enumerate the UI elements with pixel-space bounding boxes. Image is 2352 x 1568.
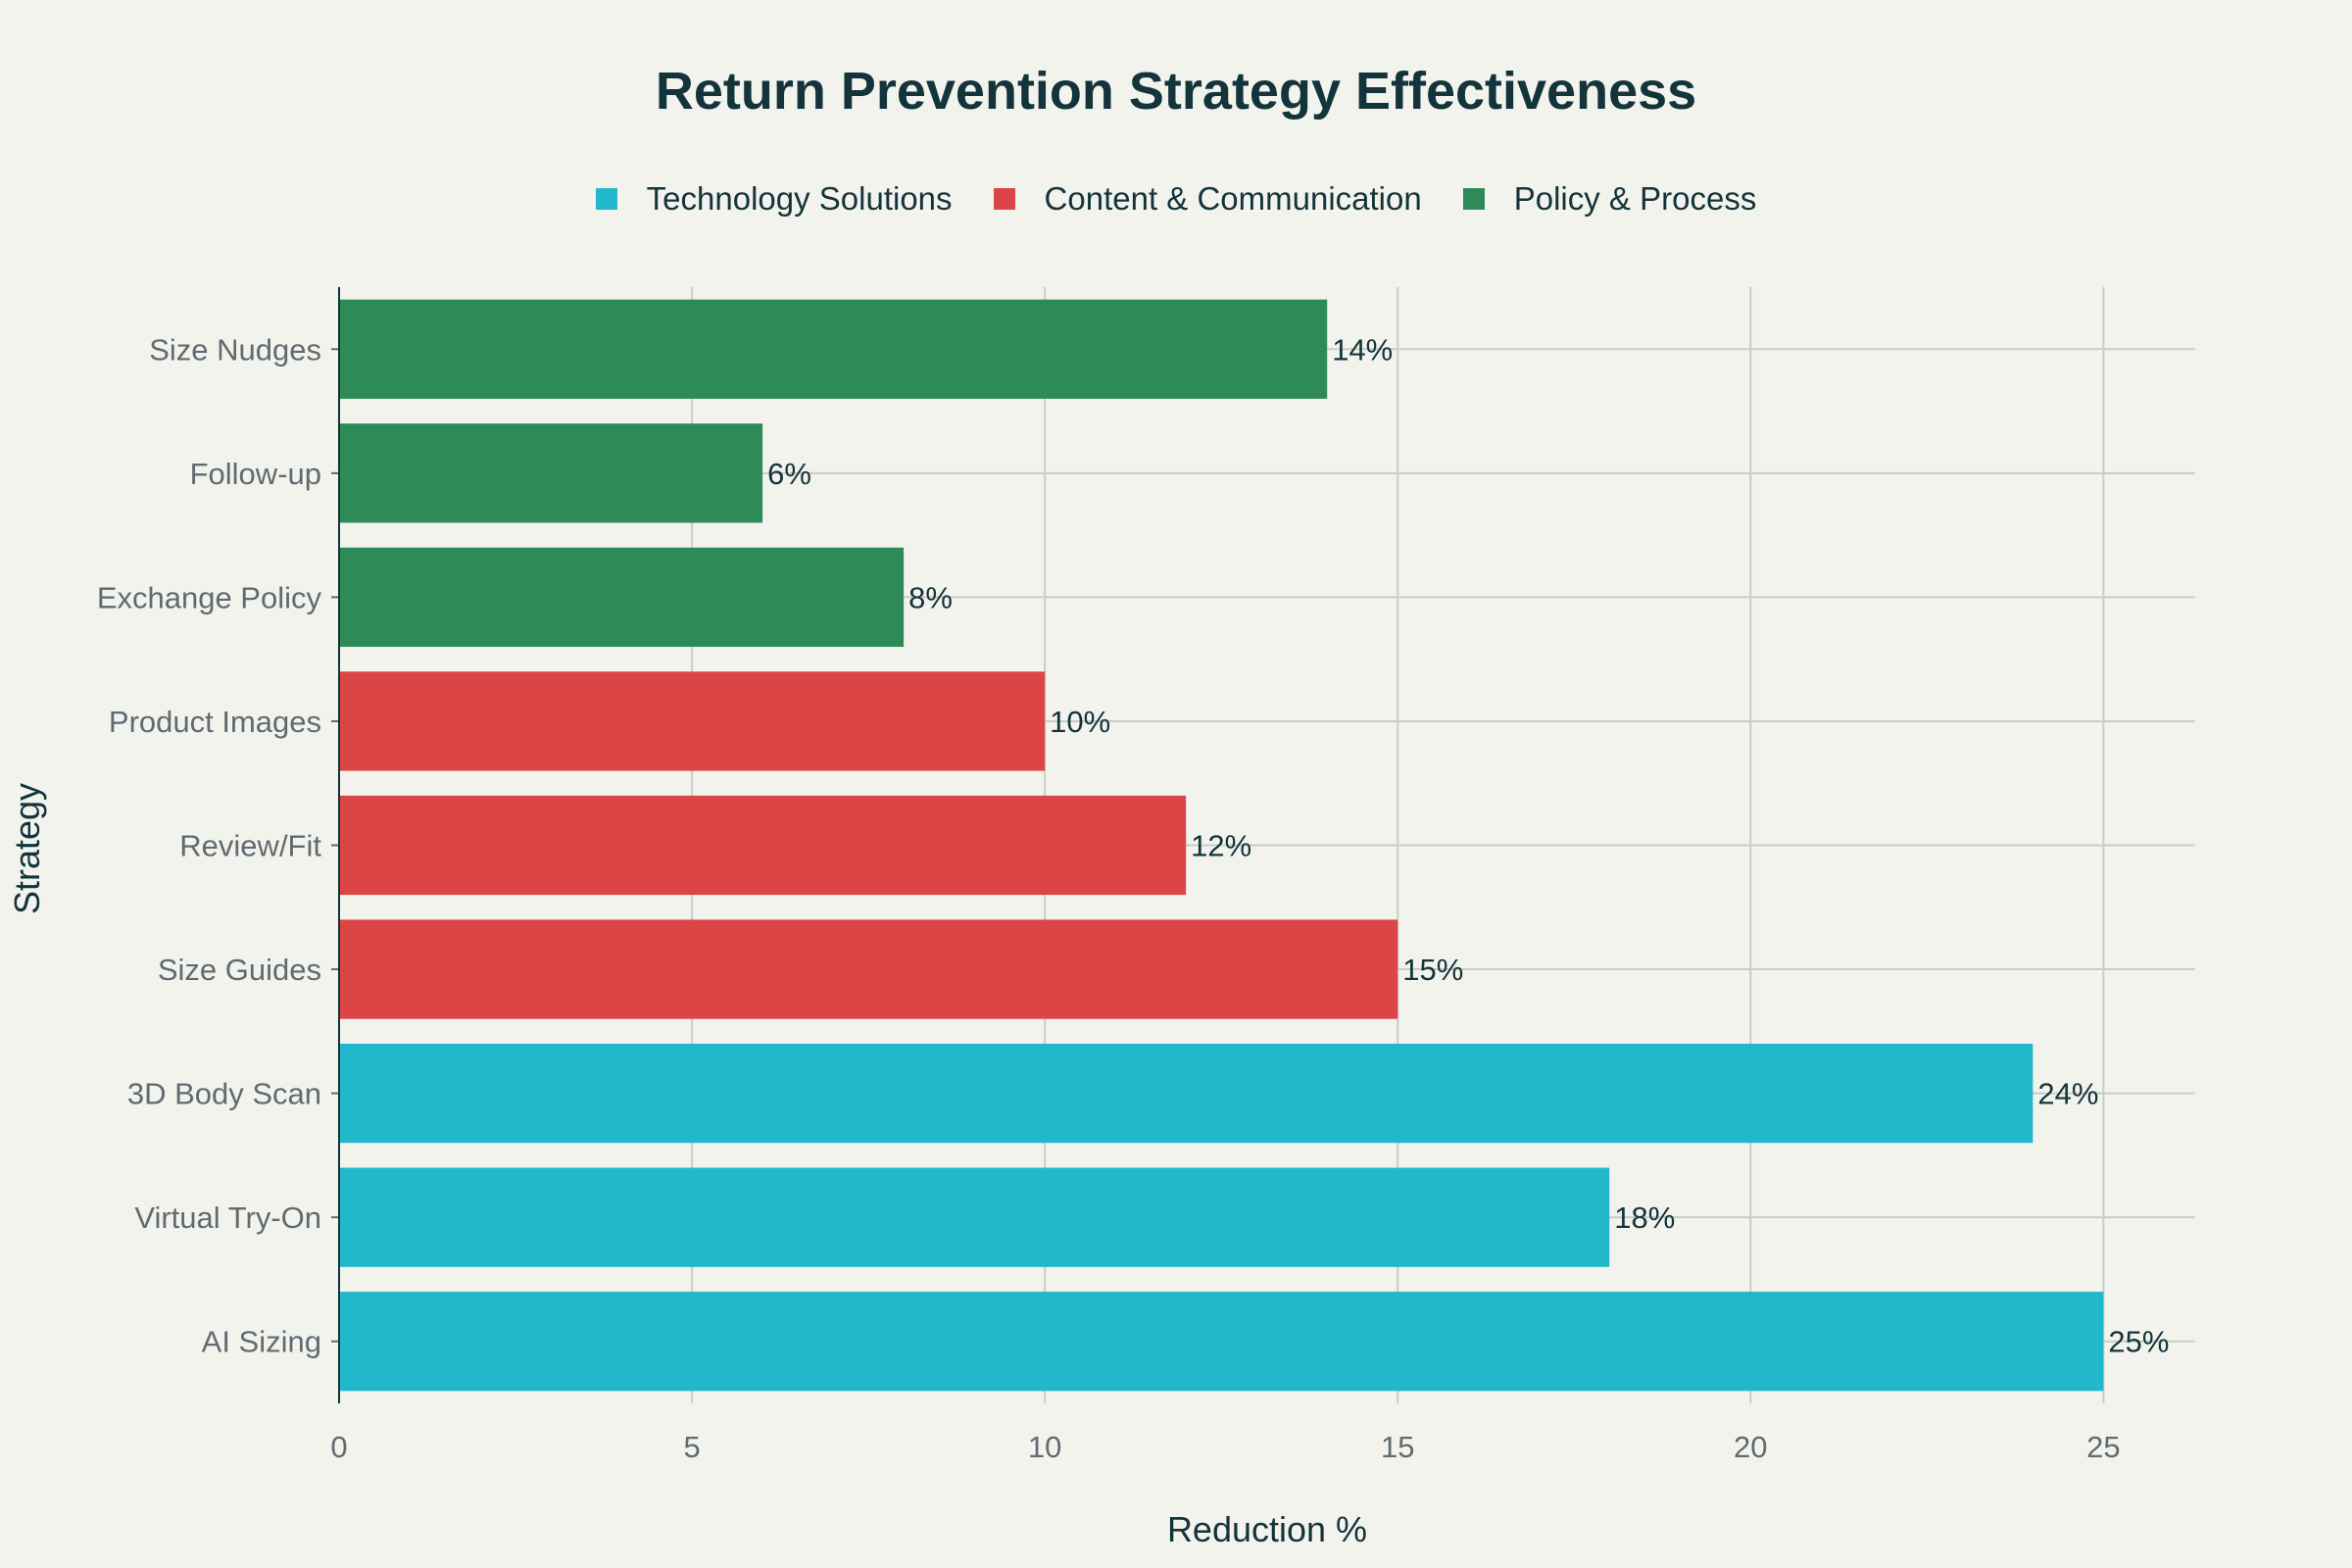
data-label-review-fit: 12%	[1191, 829, 1251, 863]
x-axis-title: Reduction %	[1167, 1509, 1367, 1549]
bar-follow-up[interactable]	[339, 423, 763, 523]
x-tick-label: 25	[2086, 1430, 2120, 1464]
y-tick-label-size-guides: Size Guides	[158, 953, 321, 987]
legend-label-technology: Technology Solutions	[646, 180, 953, 217]
legend-label-policy: Policy & Process	[1513, 180, 1757, 217]
data-label-ai-sizing: 25%	[2108, 1325, 2169, 1359]
legend-item-policy[interactable]: Policy & Process	[1462, 180, 1757, 218]
y-tick-label-follow-up: Follow-up	[190, 457, 321, 491]
data-label-3d-body-scan: 24%	[2037, 1077, 2098, 1111]
y-tick-label-3d-body-scan: 3D Body Scan	[127, 1077, 321, 1111]
bar-product-images[interactable]	[339, 671, 1046, 771]
bar-virtual-try-on[interactable]	[339, 1167, 1610, 1267]
x-tick-label: 0	[330, 1430, 347, 1464]
y-tick-label-exchange-policy: Exchange Policy	[97, 580, 322, 614]
data-label-product-images: 10%	[1050, 705, 1110, 739]
y-tick-label-virtual-try-on: Virtual Try-On	[134, 1200, 321, 1235]
legend-swatch-content	[993, 188, 1015, 210]
bar-review-fit[interactable]	[339, 795, 1187, 896]
x-tick-label: 10	[1028, 1430, 1061, 1464]
bar-size-nudges[interactable]	[339, 299, 1328, 399]
x-tick-label: 15	[1381, 1430, 1414, 1464]
data-label-virtual-try-on: 18%	[1614, 1200, 1675, 1235]
legend-item-content[interactable]: Content & Communication	[993, 180, 1422, 218]
legend-label-content: Content & Communication	[1044, 180, 1422, 217]
x-tick-label: 5	[683, 1430, 700, 1464]
x-tick-label: 20	[1734, 1430, 1767, 1464]
legend-swatch-policy	[1462, 188, 1485, 210]
bar-exchange-policy[interactable]	[339, 547, 905, 648]
y-tick-label-size-nudges: Size Nudges	[149, 332, 321, 367]
y-tick-label-product-images: Product Images	[109, 705, 321, 739]
bar-size-guides[interactable]	[339, 919, 1398, 1019]
legend-swatch-technology	[595, 188, 617, 210]
data-label-exchange-policy: 8%	[908, 580, 953, 614]
bar-3d-body-scan[interactable]	[339, 1043, 2034, 1144]
y-tick-label-review-fit: Review/Fit	[179, 829, 321, 863]
y-axis-title: Strategy	[7, 783, 47, 914]
data-label-size-guides: 15%	[1402, 953, 1463, 987]
chart-title: Return Prevention Strategy Effectiveness	[655, 62, 1697, 121]
data-label-follow-up: 6%	[767, 457, 811, 491]
data-label-size-nudges: 14%	[1332, 332, 1393, 367]
legend-item-technology[interactable]: Technology Solutions	[595, 180, 953, 218]
axes: 0 5 10 15 20 25 AI Sizing Virtual Try-On 3D Body…	[97, 287, 2121, 1464]
bars: 25% 18% 24% 15% 12% 10% 8% 6% 14%	[339, 299, 2169, 1392]
legend: Technology Solutions Content & Communica…	[0, 180, 2352, 218]
y-tick-label-ai-sizing: AI Sizing	[202, 1325, 321, 1359]
bar-ai-sizing[interactable]	[339, 1292, 2104, 1392]
